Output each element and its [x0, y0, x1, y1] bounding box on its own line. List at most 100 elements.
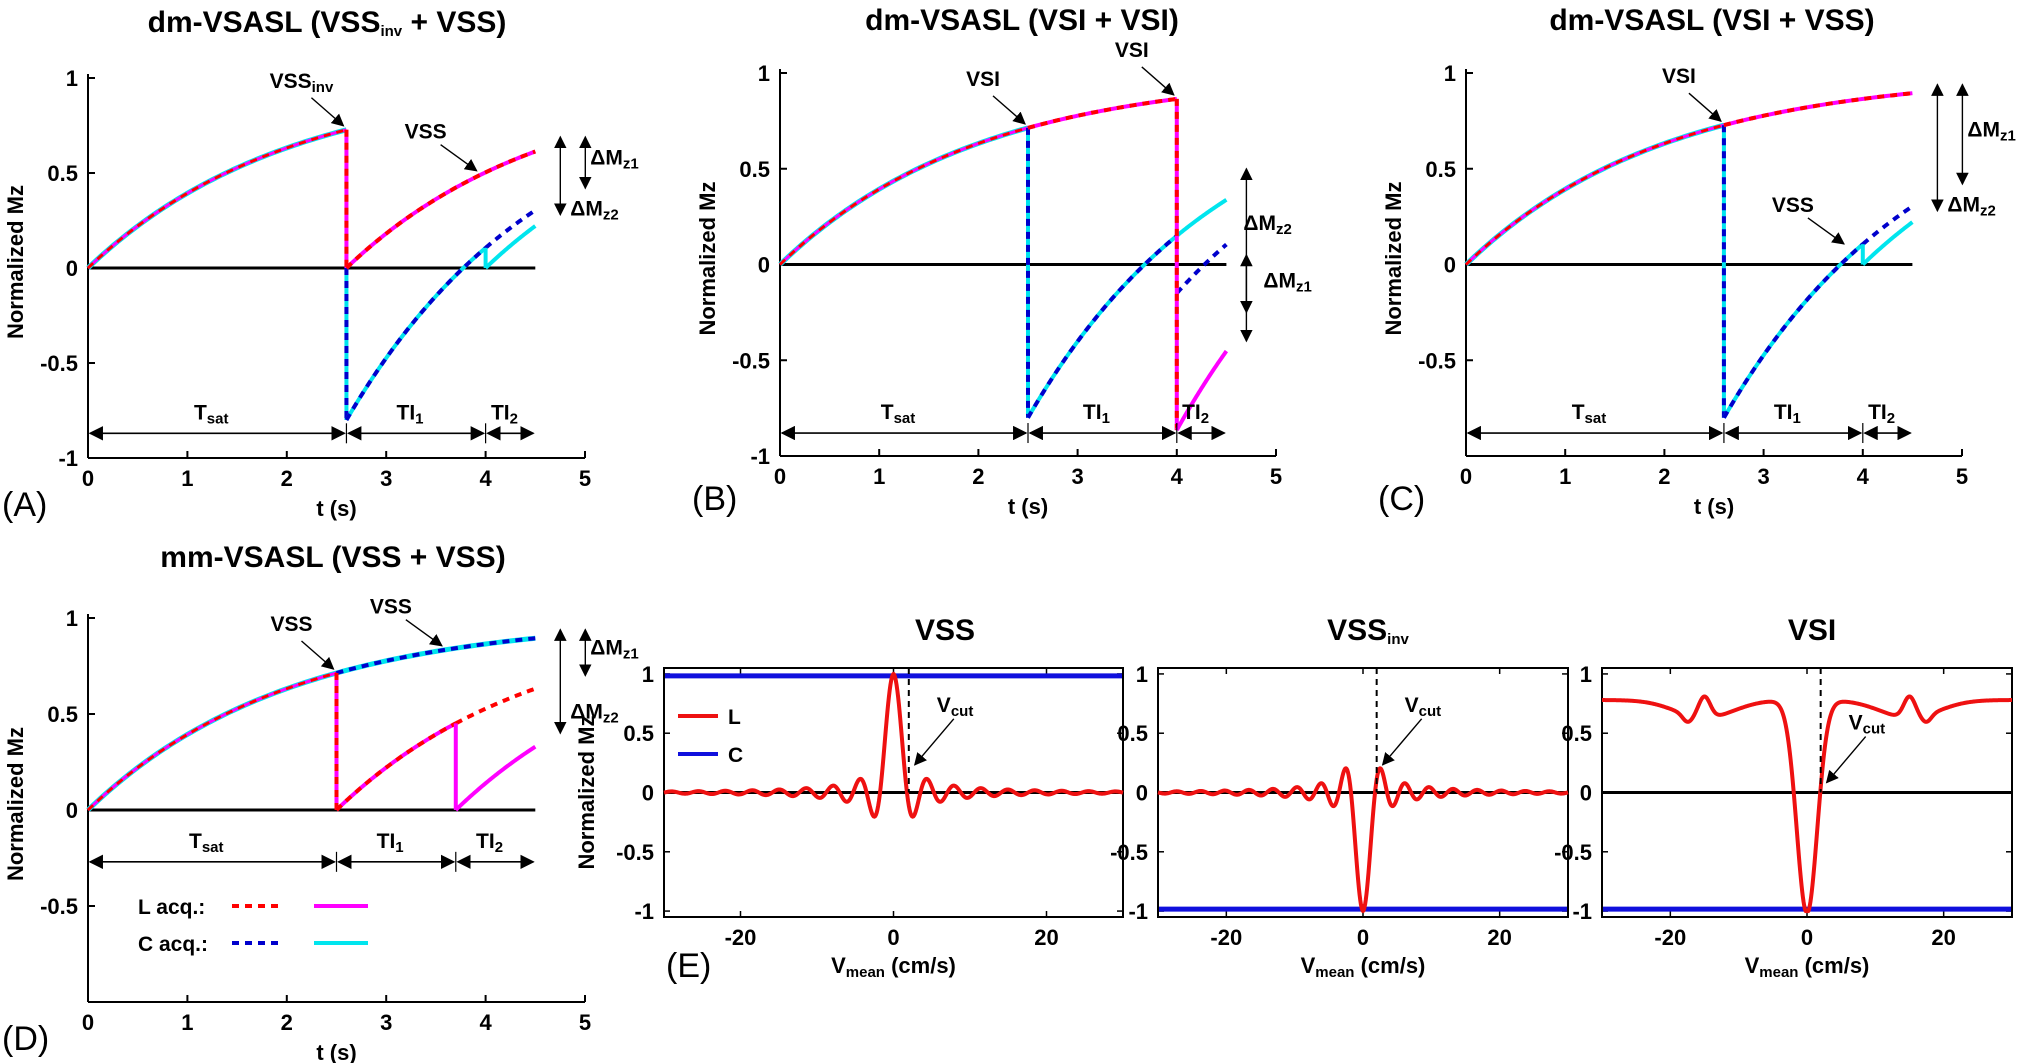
panel-label-3-main: (D): [2, 1020, 49, 1058]
panel-title-E3: VSI: [1788, 614, 1836, 647]
panel-title-A-main: dm-VSASL (VSS: [148, 6, 381, 39]
y-tick-label-main: -0.5: [1110, 840, 1148, 865]
event-label-0: VSI: [966, 68, 1000, 91]
interval-label-1-main: TI: [397, 401, 416, 424]
x-tick-label: 0: [887, 925, 899, 950]
x-axis-label-main: t (s): [316, 1040, 356, 1063]
x-axis-label-end: (cm/s): [1798, 953, 1869, 978]
panel-B: dm-VSASL (VSI + VSI) 0 1 2 3 4 5 -1 -0.5 0 0.5 1 t (…: [695, 4, 1312, 519]
x-tick-label-main: 5: [1956, 464, 1968, 489]
delta-label-1-main: ΔM: [1947, 193, 1980, 216]
delta-label-1-main: ΔM: [1263, 269, 1296, 292]
y-tick-label: -1: [58, 446, 78, 471]
event-arrow-0: [310, 97, 345, 127]
interval-label-2-main: TI: [1182, 401, 1201, 424]
x-axis-label-sub: mean: [846, 964, 885, 981]
interval-label-1: TI1: [397, 401, 424, 427]
curve-control-solid-ti1: [344, 246, 487, 422]
y-tick-label-main: 0.5: [47, 161, 78, 186]
x-tick-label-main: 5: [579, 466, 591, 491]
x-tick-label: 2: [281, 1010, 293, 1035]
vcut-arrow: [1825, 736, 1867, 784]
interval-label-0: Tsat: [881, 401, 916, 427]
y-tick-label-main: 1: [1136, 662, 1148, 687]
y-tick-label: 0: [758, 253, 770, 278]
y-tick-label-main: 0.5: [739, 157, 770, 182]
curve-label-solid-ti1: [335, 721, 457, 812]
curve-label-dashed-tsat: [86, 128, 347, 270]
x-tick-label: 3: [380, 466, 392, 491]
delta-label-1-sub: z2: [603, 207, 619, 224]
vcut-label-sub: cut: [951, 703, 974, 720]
delta-label-0-sub: z1: [623, 156, 639, 173]
curve-label-dashed-tsat: [1464, 123, 1725, 266]
interval-label-2: TI2: [476, 830, 503, 856]
panel-A: dm-VSASL (VSSinv + VSS)0 1 2 3 4 5-1-0.500.51…: [3, 6, 639, 521]
delta-label-0: ΔMz1: [590, 637, 638, 663]
callout-label-0-main: VSS: [370, 596, 412, 619]
label-profile-curve: [662, 671, 1125, 819]
y-tick-label-main: -1: [750, 444, 770, 469]
x-tick-label: 4: [1857, 464, 1870, 489]
interval-label-1-main: TI: [377, 830, 396, 853]
y-axis-label: Normalized Mz: [3, 727, 28, 881]
callout-label-0: VSS: [370, 596, 412, 619]
y-tick-label-main: 0.5: [623, 721, 654, 746]
curve-label-dashed-ti1: [335, 721, 457, 812]
panel-label-0: (A): [2, 486, 47, 524]
x-tick-label: -20: [1210, 925, 1242, 950]
event-label-0-main: VSS: [270, 613, 312, 636]
interval-label-2: TI2: [1182, 401, 1209, 427]
x-tick-label-main: 0: [82, 466, 94, 491]
y-tick-label-main: 0: [1444, 253, 1456, 278]
y-tick-label-main: 0: [66, 256, 78, 281]
x-tick-label-main: 1: [873, 464, 885, 489]
interval-label-0: Tsat: [189, 830, 224, 856]
x-tick-label: 2: [281, 466, 293, 491]
x-tick-label-main: 5: [579, 1010, 591, 1035]
callout-arrow-0: [1807, 217, 1845, 245]
interval-label-1: TI1: [1774, 401, 1801, 427]
y-tick-label-main: -1: [1572, 899, 1592, 924]
y-tick-label: 1: [1444, 61, 1456, 86]
x-tick-label: 20: [1487, 925, 1511, 950]
delta-label-1-main: ΔM: [570, 198, 603, 221]
curve-control-dashed-ti1: [1722, 242, 1865, 419]
curve-label-dashed-ti2: [454, 686, 536, 726]
vcut-arrow: [1381, 718, 1423, 766]
x-axis-label-main: t (s): [316, 496, 356, 521]
y-tick-label: 0.5: [739, 157, 770, 182]
interval-label-2-sub: 2: [495, 839, 503, 856]
interval-label-2: TI2: [491, 401, 518, 427]
panel-label-2: (C): [1378, 480, 1425, 518]
panel-title-E1: VSS: [915, 614, 975, 647]
curve-label-solid-ti1: [1027, 96, 1178, 130]
y-tick-label-main: 1: [66, 66, 78, 91]
y-tick-label: 1: [1136, 662, 1148, 687]
curve-control-dashed-ti2: [484, 208, 537, 250]
curve-label-solid-ti2: [454, 745, 537, 812]
x-tick-label: 5: [1956, 464, 1968, 489]
y-tick-label: 0: [66, 798, 78, 823]
y-tick-label-main: -0.5: [732, 348, 770, 373]
curve-label-solid-ti2: [1175, 349, 1229, 432]
delta-label-0: ΔMz2: [1243, 212, 1291, 238]
panel-title-E2-main: VSS: [1327, 614, 1387, 647]
panel-title-E1-main: VSS: [915, 614, 975, 647]
panel-label-4: (E): [666, 947, 711, 985]
x-tick-label: 2: [972, 464, 984, 489]
y-tick-label: 1: [642, 662, 654, 687]
y-tick-label-main: -0.5: [1418, 348, 1456, 373]
y-tick-label: -1: [1128, 899, 1148, 924]
panel-label-0-main: (A): [2, 486, 47, 524]
x-tick-label-main: 4: [1171, 464, 1184, 489]
event-label-0-main: VSI: [1662, 65, 1696, 88]
x-tick-label: 5: [1270, 464, 1282, 489]
y-tick-label: 0.5: [47, 161, 78, 186]
delta-label-1: ΔMz2: [570, 198, 618, 224]
curve-control-solid-tsat: [778, 125, 1029, 267]
delta-label-0-sub: z2: [1276, 221, 1292, 238]
x-tick-label-main: 2: [972, 464, 984, 489]
delta-label-1-sub: z2: [1980, 202, 1996, 219]
